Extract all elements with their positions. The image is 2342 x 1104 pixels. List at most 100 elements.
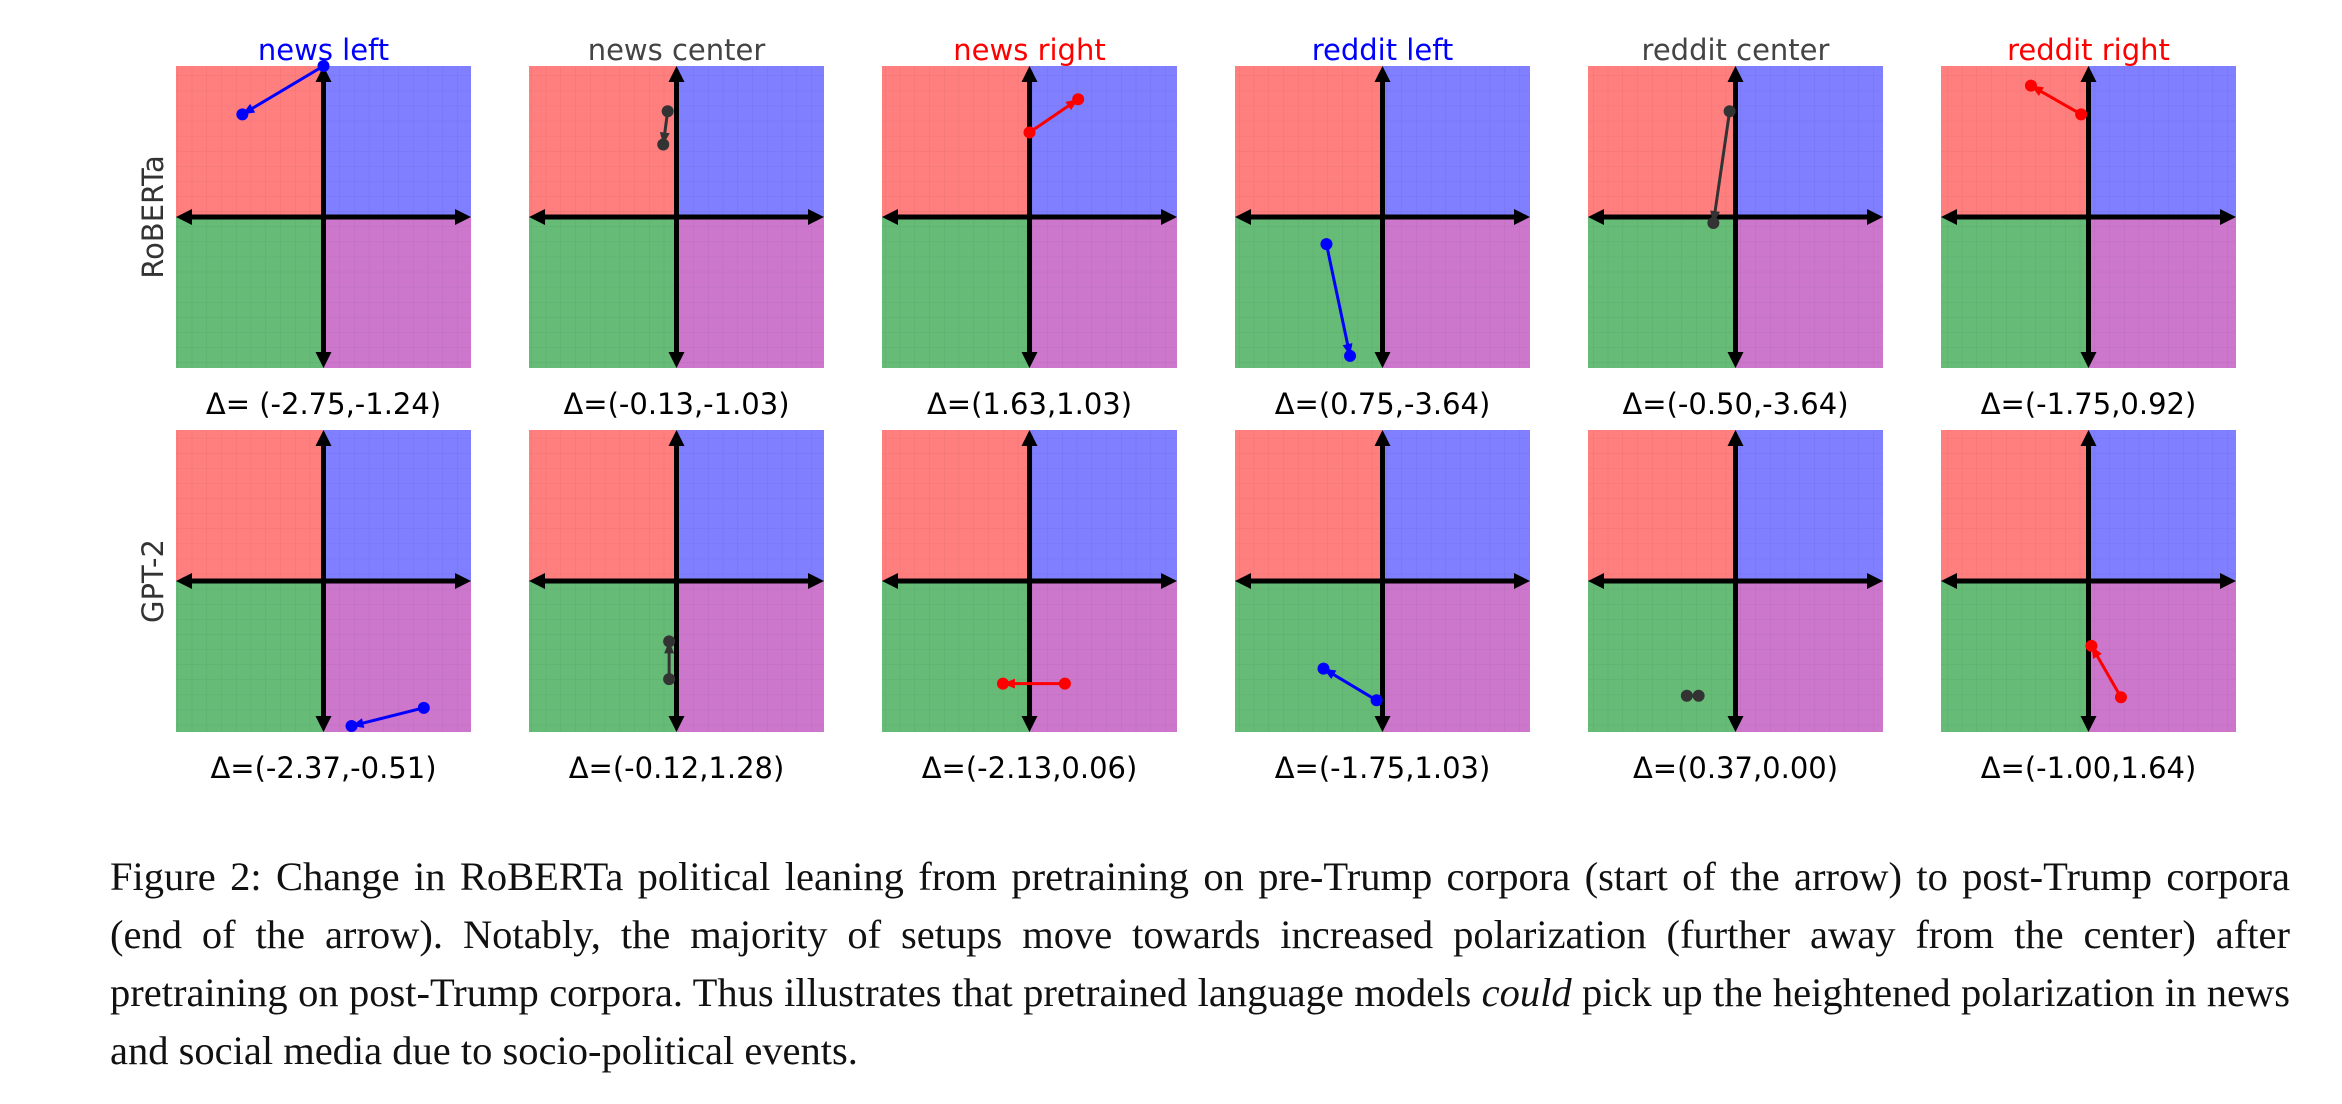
shift-arrow-line bbox=[241, 64, 325, 116]
compass-panel: Δ=(-2.13,0.06) bbox=[882, 430, 1177, 785]
axis-arrowhead-right bbox=[1514, 573, 1530, 589]
axis-arrowhead-right bbox=[455, 209, 471, 225]
axis-arrowhead-left bbox=[529, 209, 545, 225]
start-point bbox=[1058, 677, 1071, 690]
shift-arrowhead bbox=[242, 103, 256, 115]
compass-panel: Δ=(-2.37,-0.51) bbox=[176, 430, 471, 785]
axis-arrowhead-bottom bbox=[2080, 716, 2097, 732]
axis-arrowhead-bottom bbox=[315, 716, 332, 732]
axis-arrowhead-bottom bbox=[2080, 352, 2097, 368]
shift-arrowhead bbox=[659, 131, 670, 145]
axis-arrowhead-top bbox=[668, 430, 685, 446]
axis-arrowhead-top bbox=[1374, 66, 1391, 82]
caption-text-end: pick up the heightened polarization in n… bbox=[110, 970, 2290, 1073]
axis-arrowhead-left bbox=[176, 209, 192, 225]
axis-arrowhead-bottom bbox=[1374, 716, 1391, 732]
axis-arrowhead-top bbox=[315, 66, 332, 82]
delta-label: Δ=(-0.50,-3.64) bbox=[1622, 387, 1848, 421]
compass-panel: Δ=(-1.75,0.92) bbox=[1941, 66, 2236, 421]
axis-arrowhead-right bbox=[1514, 209, 1530, 225]
start-point bbox=[1370, 694, 1383, 707]
compass-panel: Δ=(-1.00,1.64) bbox=[1941, 430, 2236, 785]
axis-arrowhead-bottom bbox=[668, 716, 685, 732]
column-title: reddit center bbox=[1642, 33, 1830, 67]
figure-caption: Figure 2: Change in RoBERTa political le… bbox=[110, 848, 2290, 1080]
start-point bbox=[2075, 108, 2088, 121]
axis-arrowhead-left bbox=[1588, 573, 1604, 589]
axis-arrowhead-left bbox=[1235, 209, 1251, 225]
axis-arrowhead-bottom bbox=[1021, 352, 1038, 368]
axis-arrowhead-right bbox=[2220, 573, 2236, 589]
axis-arrowhead-left bbox=[1588, 209, 1604, 225]
delta-label: Δ= (-2.75,-1.24) bbox=[206, 387, 441, 421]
delta-label: Δ=(0.37,0.00) bbox=[1633, 751, 1838, 785]
axis-arrowhead-top bbox=[1021, 66, 1038, 82]
start-point bbox=[1023, 126, 1036, 139]
axis-arrowhead-left bbox=[1235, 573, 1251, 589]
column-title: news right bbox=[953, 33, 1105, 67]
delta-label: Δ=(-0.13,-1.03) bbox=[563, 387, 789, 421]
delta-label: Δ=(-0.12,1.28) bbox=[569, 751, 785, 785]
compass-panel: Δ=(-0.50,-3.64) bbox=[1588, 66, 1883, 421]
caption-italic-word: could bbox=[1481, 970, 1572, 1015]
start-point bbox=[663, 673, 676, 686]
delta-label: Δ=(-1.75,0.92) bbox=[1981, 387, 2197, 421]
shift-arrowhead bbox=[664, 641, 675, 654]
axis-arrowhead-left bbox=[176, 573, 192, 589]
delta-label: Δ=(-1.75,1.03) bbox=[1275, 751, 1491, 785]
axis-arrowhead-top bbox=[668, 66, 685, 82]
compass-panel: Δ=(1.63,1.03) bbox=[882, 66, 1177, 421]
axis-arrowhead-left bbox=[882, 209, 898, 225]
axis-arrowhead-bottom bbox=[315, 352, 332, 368]
axis-arrowhead-left bbox=[882, 573, 898, 589]
axis-arrowhead-right bbox=[808, 573, 824, 589]
shift-arrowhead bbox=[1342, 343, 1353, 356]
caption-label: Figure 2: bbox=[110, 854, 262, 899]
shift-arrowhead bbox=[2091, 645, 2102, 659]
compass-panel: Δ=(-0.12,1.28) bbox=[529, 430, 824, 785]
start-point bbox=[417, 701, 430, 714]
delta-label: Δ=(1.63,1.03) bbox=[927, 387, 1132, 421]
axis-arrowhead-bottom bbox=[1727, 716, 1744, 732]
shift-arrowhead bbox=[1002, 678, 1015, 689]
column-title: reddit left bbox=[1312, 33, 1454, 67]
axis-arrowhead-right bbox=[1867, 573, 1883, 589]
row-label: GPT-2 bbox=[136, 539, 170, 623]
start-point bbox=[1680, 689, 1693, 702]
axis-arrowhead-bottom bbox=[1374, 352, 1391, 368]
axis-arrowhead-bottom bbox=[1021, 716, 1038, 732]
axis-arrowhead-bottom bbox=[1727, 352, 1744, 368]
delta-label: Δ=(-2.37,-0.51) bbox=[210, 751, 436, 785]
start-point bbox=[317, 60, 330, 72]
axis-arrowhead-top bbox=[2080, 430, 2097, 446]
shift-arrowhead bbox=[1710, 210, 1721, 224]
shift-arrowhead bbox=[1323, 668, 1337, 680]
axis-arrowhead-top bbox=[1727, 66, 1744, 82]
column-title: news center bbox=[588, 33, 766, 67]
start-point bbox=[1723, 105, 1736, 118]
delta-label: Δ=(0.75,-3.64) bbox=[1275, 387, 1491, 421]
shift-arrow-line bbox=[1324, 243, 1352, 357]
axis-arrowhead-top bbox=[1727, 430, 1744, 446]
axis-arrowhead-top bbox=[1021, 430, 1038, 446]
axis-arrowhead-top bbox=[315, 430, 332, 446]
axis-arrowhead-top bbox=[1374, 430, 1391, 446]
start-point bbox=[661, 105, 674, 118]
axis-arrowhead-right bbox=[455, 573, 471, 589]
start-point bbox=[1320, 238, 1333, 251]
start-point bbox=[2114, 691, 2127, 704]
caption-text: Change in RoBERTa political leaning from… bbox=[110, 854, 2290, 1015]
shift-arrowhead bbox=[351, 718, 365, 728]
end-point bbox=[1692, 689, 1705, 702]
axis-arrowhead-right bbox=[808, 209, 824, 225]
compass-panel: Δ=(0.37,0.00) bbox=[1588, 430, 1883, 785]
axis-arrowhead-bottom bbox=[668, 352, 685, 368]
compass-panel: Δ=(-0.13,-1.03) bbox=[529, 66, 824, 421]
axis-arrowhead-right bbox=[2220, 209, 2236, 225]
compass-panel: Δ=(0.75,-3.64) bbox=[1235, 66, 1530, 421]
axis-arrowhead-left bbox=[1941, 573, 1957, 589]
shift-arrowhead bbox=[1065, 99, 1079, 111]
shift-arrow-line bbox=[1711, 111, 1732, 224]
compass-panel: Δ=(-1.75,1.03) bbox=[1235, 430, 1530, 785]
